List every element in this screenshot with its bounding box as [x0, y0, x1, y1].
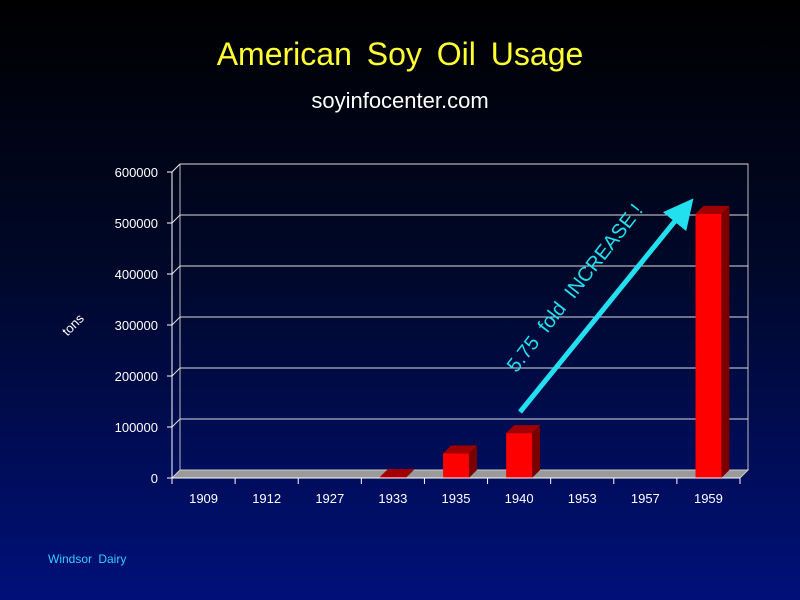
- bar-side: [721, 205, 730, 478]
- increase-annotation: 5.75 fold INCREASE !: [503, 200, 648, 376]
- bar-front: [443, 453, 469, 478]
- x-tick-label: 1933: [378, 491, 407, 506]
- bars: [379, 205, 730, 478]
- y-tick-label: 400000: [115, 267, 158, 282]
- gridline-diag: [171, 163, 181, 173]
- y-tick-label: 600000: [115, 165, 158, 180]
- x-tick-label: 1909: [189, 491, 218, 506]
- bar-front: [695, 213, 722, 478]
- x-tick-label: 1927: [315, 491, 344, 506]
- y-tick-label: 500000: [115, 216, 158, 231]
- x-tick-label: 1953: [568, 491, 597, 506]
- bar: [506, 425, 541, 478]
- chart-subtitle: soyinfocenter.com: [311, 88, 489, 113]
- y-tick-label: 200000: [115, 369, 158, 384]
- bar-front: [379, 476, 406, 478]
- footer-credit: Windsor Dairy: [48, 552, 127, 566]
- y-tick-label: 0: [151, 471, 158, 486]
- gridline-diag: [171, 316, 181, 326]
- x-tick-label: 1912: [252, 491, 281, 506]
- bar: [443, 445, 477, 478]
- y-tick-label: 300000: [115, 318, 158, 333]
- bar-top: [506, 425, 541, 434]
- y-tick-label: 100000: [115, 420, 158, 435]
- x-tick-label: 1957: [631, 491, 660, 506]
- y-axis: 0 100000 200000 300000 400000 500000 600000: [115, 165, 173, 486]
- bar-top: [443, 445, 477, 454]
- plot-area: [170, 163, 750, 479]
- x-axis: 1909 1912 1927 1933 1935 1940 1953 1957 1959: [171, 477, 741, 506]
- bar-side: [405, 468, 414, 478]
- bar-top: [695, 205, 730, 214]
- bar: [695, 205, 730, 478]
- gridline-diag: [171, 265, 181, 275]
- y-axis-label: tons: [59, 310, 87, 338]
- bar-top: [379, 468, 414, 477]
- bar-side: [468, 445, 477, 478]
- x-tick-label: 1940: [505, 491, 534, 506]
- x-tick-label: 1935: [442, 491, 471, 506]
- gridline-diag: [171, 214, 181, 224]
- chart-title: American Soy Oil Usage: [216, 36, 584, 72]
- gridline-diag: [171, 418, 181, 428]
- gridlines: [171, 163, 748, 428]
- bar-front: [506, 433, 533, 478]
- increase-arrow: [518, 198, 694, 414]
- bar: [379, 468, 414, 478]
- bar-side: [532, 425, 541, 478]
- x-tick-label: 1959: [694, 491, 723, 506]
- gridline-diag: [171, 367, 181, 377]
